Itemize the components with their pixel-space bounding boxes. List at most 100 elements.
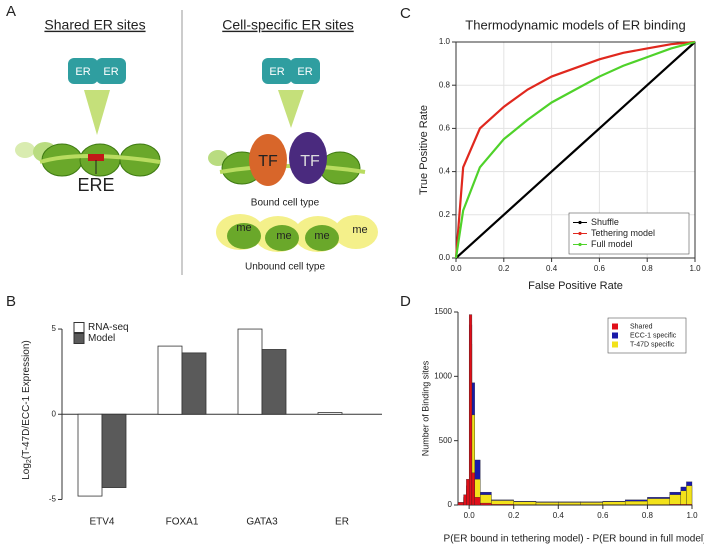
x-tick-label: FOXA1 xyxy=(166,517,199,528)
chart-line: C 0.0 0.2 0.4 0.6 0.8 1.0 0.0 0.2 0.4 0.6 0.8 1.0 The… xyxy=(400,5,701,292)
legend-label: Full model xyxy=(591,239,633,249)
legend-label: Shuffle xyxy=(591,217,619,227)
er-box xyxy=(96,58,126,84)
bar xyxy=(261,349,287,415)
hist-bar xyxy=(457,502,464,506)
x-tick-label: 0.8 xyxy=(642,511,654,520)
tf-orange xyxy=(249,134,287,186)
nucleosome xyxy=(305,225,339,251)
legend-label: Model xyxy=(88,333,115,344)
x-tick-label: 0.4 xyxy=(553,511,565,520)
y-tick-label: 1.0 xyxy=(439,37,451,46)
y-tick-label: -5 xyxy=(49,495,57,504)
unbound-label: Unbound cell type xyxy=(245,262,325,273)
y-tick-label: 0.0 xyxy=(439,253,451,262)
series-line xyxy=(455,41,696,259)
hist-bar xyxy=(669,494,682,506)
y-tick-label: 0 xyxy=(52,409,57,418)
hist-bar xyxy=(680,504,687,506)
legend-label: Tethering model xyxy=(591,228,655,238)
hist-bar xyxy=(471,472,475,506)
legend-dot xyxy=(578,231,582,236)
me-text: me xyxy=(236,222,251,234)
x-tick-label: 0.4 xyxy=(546,264,558,273)
x-tick-label: 0.2 xyxy=(508,511,520,520)
er-text: ER xyxy=(297,66,312,78)
y-tick-label: 0.2 xyxy=(439,210,451,219)
legend-box xyxy=(607,317,687,354)
arrow xyxy=(278,90,304,128)
x-tick-label: 0.0 xyxy=(464,511,476,520)
x-tick-label: ETV4 xyxy=(89,517,114,528)
bar xyxy=(77,413,103,497)
hist-bar xyxy=(480,502,492,506)
arrow xyxy=(84,90,110,135)
hist-bar xyxy=(647,498,670,506)
er-box xyxy=(68,58,98,84)
er-text: ER xyxy=(75,66,90,78)
x-tick-label: 0.6 xyxy=(594,264,606,273)
x-tick-label: 0.2 xyxy=(498,264,510,273)
plot-frame xyxy=(455,41,696,259)
nucleosome xyxy=(227,223,261,249)
halo xyxy=(334,215,378,249)
chart-bar: B -5 0 5 Log2(T-47D/ECC-1 Expression) ETV4 FOX… xyxy=(6,293,382,528)
series-line xyxy=(454,40,696,259)
hist-bar xyxy=(474,497,481,506)
panel-label: B xyxy=(6,293,16,310)
hist-bar xyxy=(602,501,626,506)
x-tick-label: GATA3 xyxy=(246,517,278,528)
y-tick-label: 5 xyxy=(52,324,57,333)
legend-label: T-47D specific xyxy=(630,341,675,348)
y-axis-label: Log2(T-47D/ECC-1 Expression) xyxy=(21,340,34,480)
y-tick-label: 500 xyxy=(439,436,453,445)
tf-purple xyxy=(289,132,327,184)
me-text: me xyxy=(352,224,367,236)
y-tick-label: 1000 xyxy=(434,371,452,380)
legend-swatch xyxy=(612,323,618,330)
chart-title: Thermodynamic models of ER binding xyxy=(465,17,685,32)
me-text: me xyxy=(314,230,329,242)
chart-histogram: D 0 500 1000 1500 0.0 0.2 0.4 0.6 0.8 1.0 P(ER boun… xyxy=(400,293,704,545)
tf-text: TF xyxy=(258,153,278,170)
diagram-a: A Shared ER sites Cell-specific ER sites… xyxy=(6,3,378,275)
nucleosome xyxy=(15,142,35,158)
ere-site xyxy=(88,154,104,161)
x-tick-label: 0.8 xyxy=(642,264,654,273)
legend-swatch xyxy=(612,341,618,348)
label-part: (T-47D/ECC-1 Expression) xyxy=(21,340,32,459)
ere-label: ERE xyxy=(77,175,114,195)
panel-label: A xyxy=(6,3,16,20)
x-axis-label: False Positive Rate xyxy=(528,280,623,292)
y-tick-label: 0.6 xyxy=(439,124,451,133)
x-tick-label: 1.0 xyxy=(689,264,701,273)
y-axis-label: True Positive Rate xyxy=(418,105,430,195)
hist-bar xyxy=(686,485,693,506)
hist-bar xyxy=(680,490,687,506)
er-text: ER xyxy=(269,66,284,78)
legend-box xyxy=(568,212,690,255)
y-tick-label: 0.8 xyxy=(439,80,451,89)
hist-bar xyxy=(491,504,514,506)
hist-bar xyxy=(466,479,470,506)
panel-label: C xyxy=(400,5,411,22)
er-box xyxy=(262,58,292,84)
legend-label: ECC-1 specific xyxy=(630,332,677,339)
hist-bar xyxy=(468,314,473,506)
panel-label: D xyxy=(400,293,411,310)
bar xyxy=(317,412,343,415)
right-title: Cell-specific ER sites xyxy=(222,17,353,33)
series-line xyxy=(454,40,696,259)
legend-dot xyxy=(578,220,582,225)
legend-swatch xyxy=(612,332,618,339)
hist-bar xyxy=(686,504,693,506)
label-part: Log xyxy=(21,463,32,480)
er-box xyxy=(290,58,320,84)
legend-swatch xyxy=(73,333,85,344)
bar xyxy=(237,328,263,415)
legend-dot xyxy=(578,242,582,247)
label-part: 2 xyxy=(26,459,33,463)
hist-bar xyxy=(463,494,467,506)
